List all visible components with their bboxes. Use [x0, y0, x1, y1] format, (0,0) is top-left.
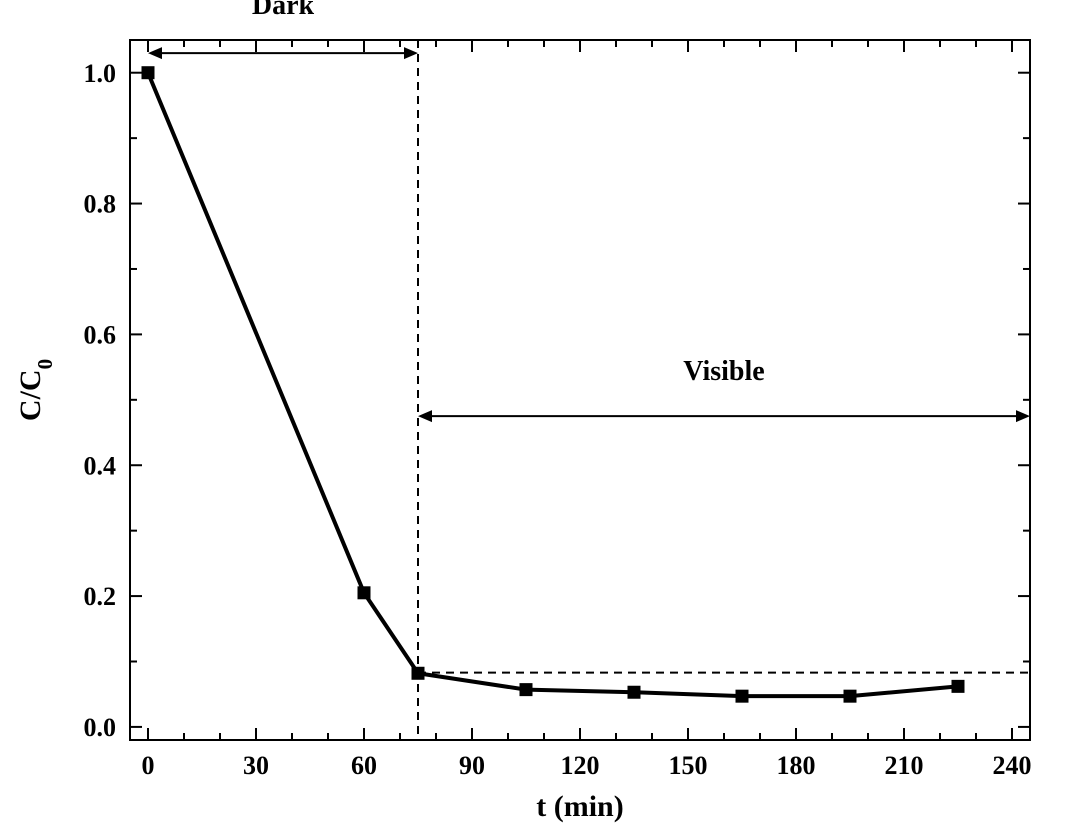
data-marker: [628, 686, 640, 698]
chart-container: 0 30 60 90 120 150 180 210 240 0.0 0.2 0.4 0.6 0.8 1.0…: [0, 0, 1070, 839]
data-marker: [520, 684, 532, 696]
data-marker: [412, 667, 424, 679]
data-marker: [844, 690, 856, 702]
data-marker: [736, 690, 748, 702]
data-marker: [952, 680, 964, 692]
svg-text:210: 210: [885, 751, 924, 780]
data-marker: [142, 67, 154, 79]
svg-text:0.4: 0.4: [84, 451, 117, 480]
region-label-visible: Visible: [683, 356, 764, 387]
svg-text:120: 120: [561, 751, 600, 780]
svg-text:1.0: 1.0: [84, 59, 117, 88]
region-label-dark: Dark: [252, 0, 315, 21]
data-marker: [358, 587, 370, 599]
svg-text:0.2: 0.2: [84, 582, 117, 611]
svg-text:150: 150: [669, 751, 708, 780]
svg-text:0: 0: [142, 751, 155, 780]
svg-text:0.6: 0.6: [84, 320, 117, 349]
svg-text:0.8: 0.8: [84, 190, 117, 219]
svg-text:60: 60: [351, 751, 377, 780]
chart-svg: 0 30 60 90 120 150 180 210 240 0.0 0.2 0.4 0.6 0.8 1.0…: [0, 0, 1070, 839]
svg-text:30: 30: [243, 751, 269, 780]
svg-text:90: 90: [459, 751, 485, 780]
x-axis-label: t (min): [536, 790, 623, 823]
svg-text:180: 180: [777, 751, 816, 780]
svg-text:0.0: 0.0: [84, 713, 117, 742]
svg-text:240: 240: [993, 751, 1032, 780]
